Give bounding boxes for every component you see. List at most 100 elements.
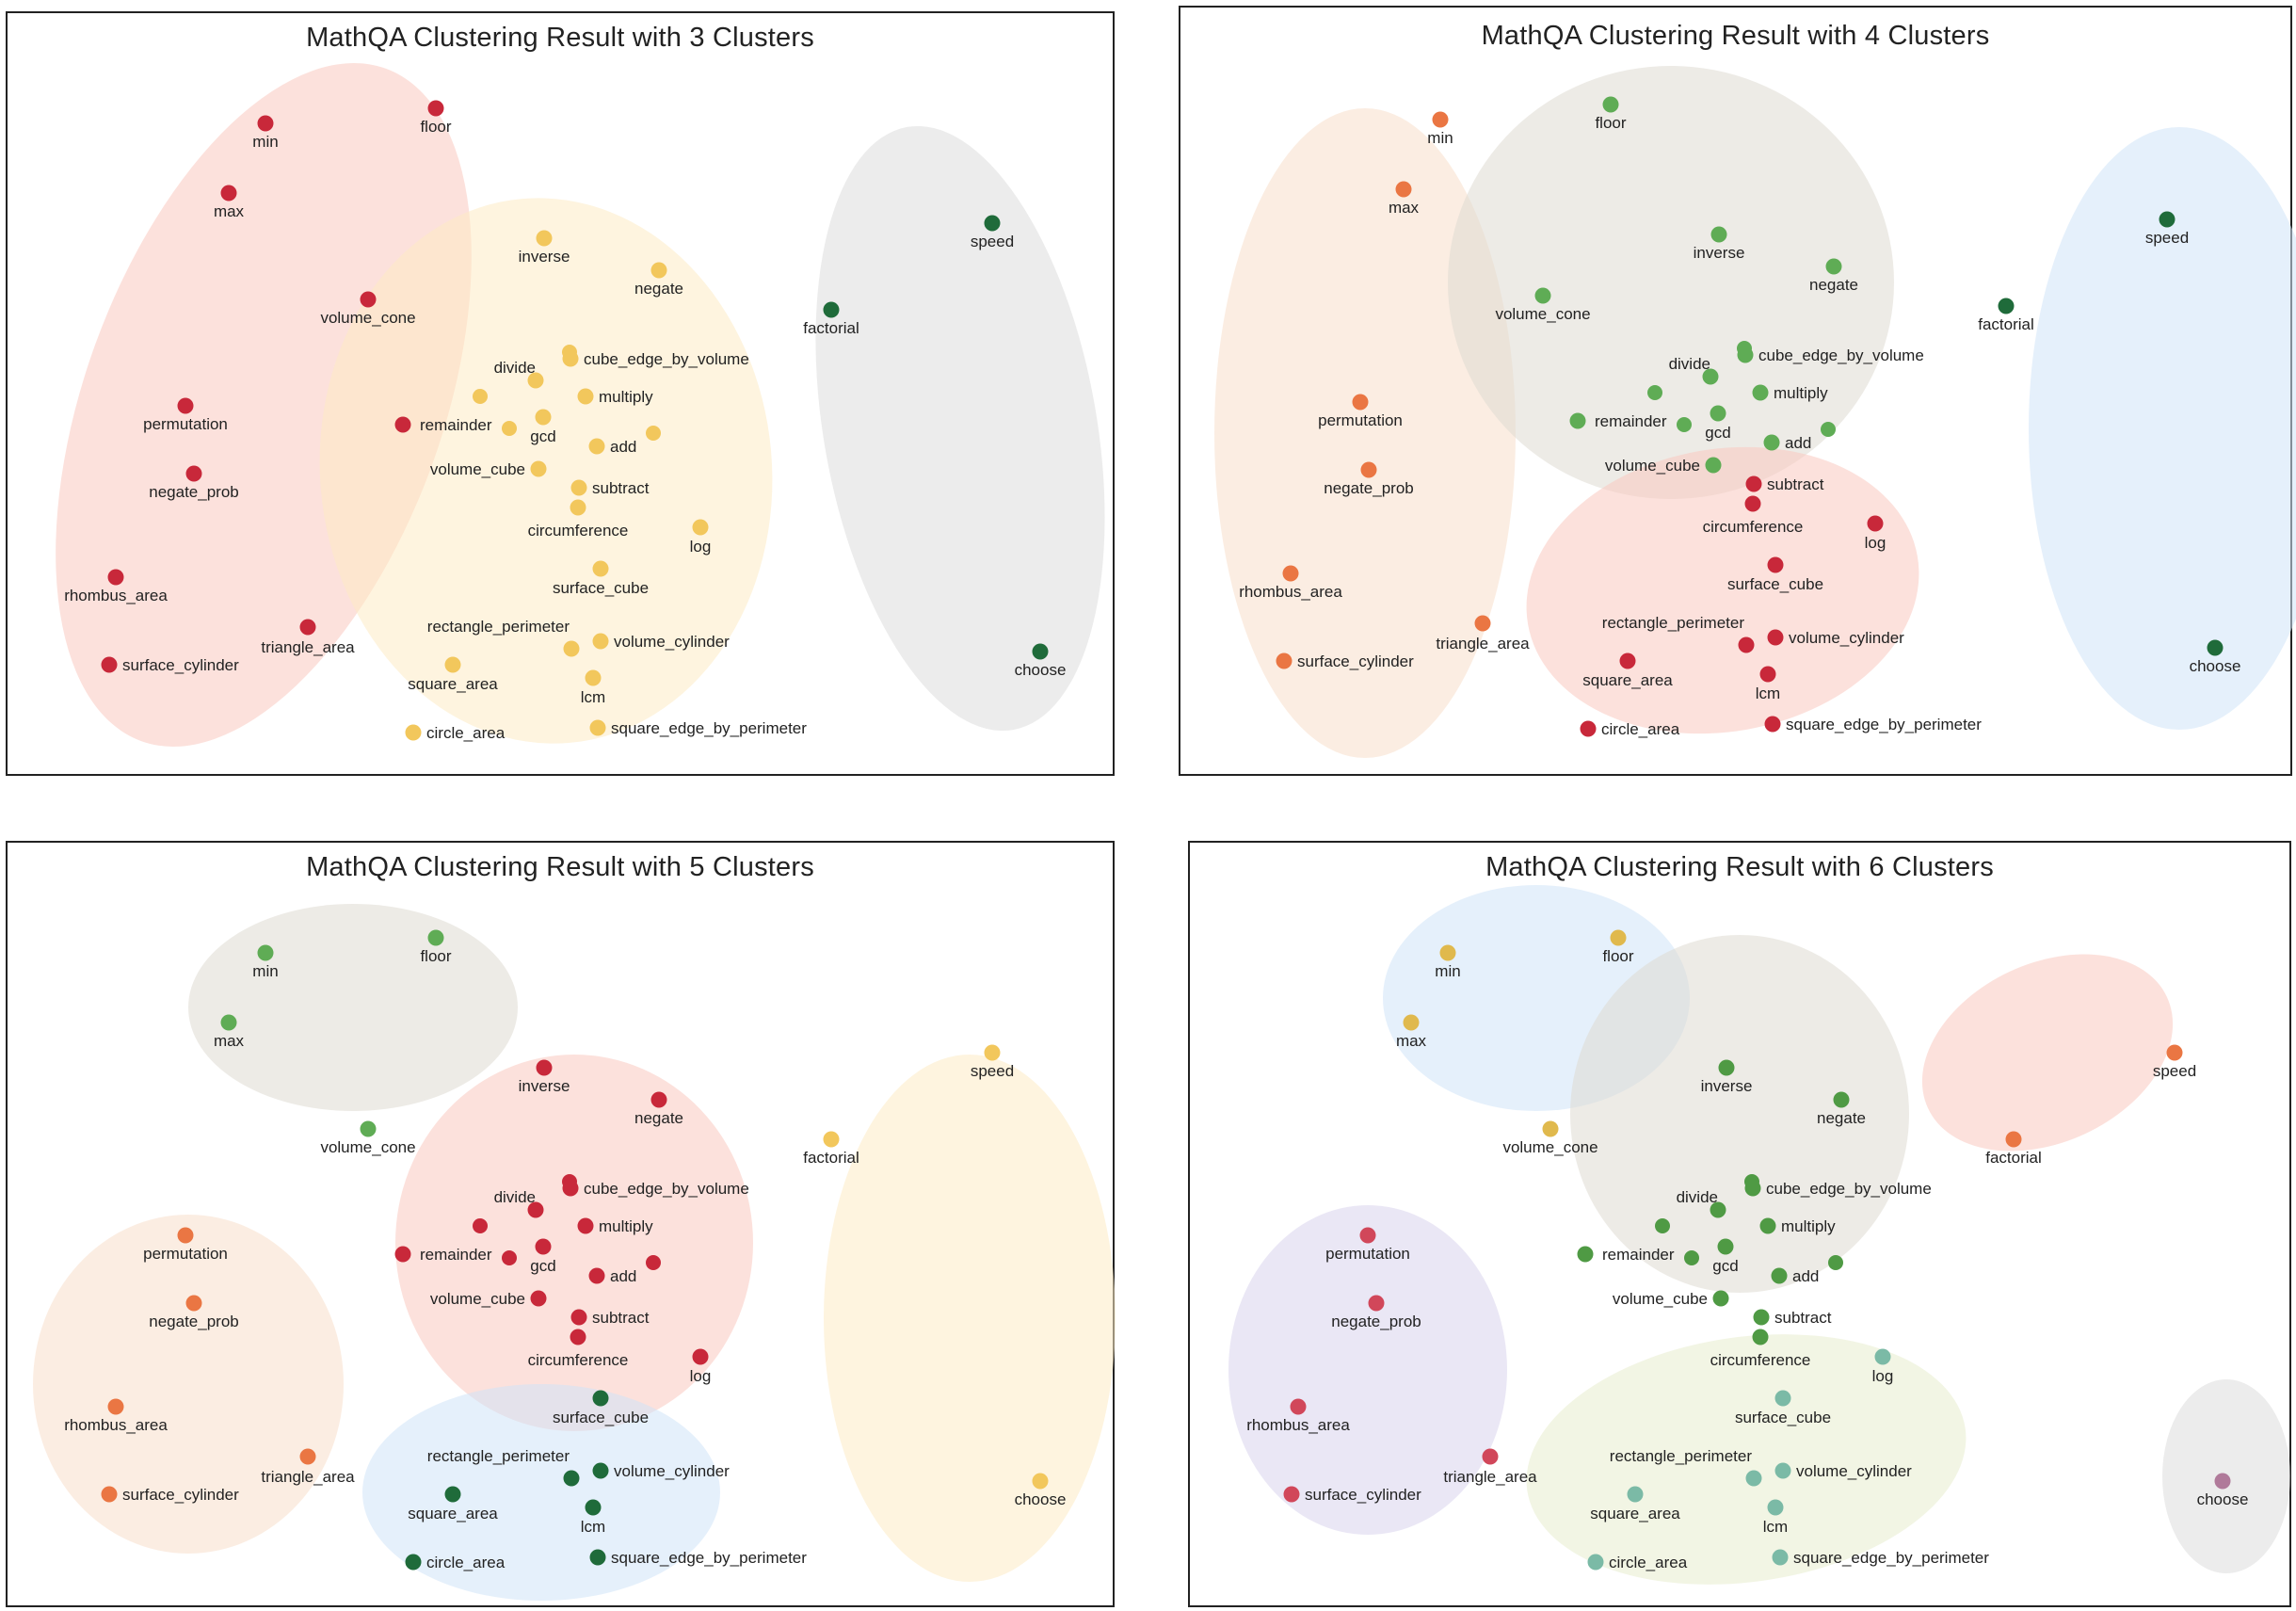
point-label-circumference: circumference bbox=[1710, 1351, 1811, 1369]
point-label-min: min bbox=[252, 133, 278, 151]
point-label-floor: floor bbox=[420, 947, 451, 965]
data-point-circle-area bbox=[405, 1554, 422, 1571]
cluster-region-3 bbox=[1921, 954, 2174, 1152]
data-point-rectangle-perimeter bbox=[563, 1470, 580, 1487]
data-point-max bbox=[220, 185, 237, 201]
data-point-unlabeled bbox=[1821, 422, 1836, 437]
data-point-multiply bbox=[1752, 384, 1769, 401]
point-label-speed: speed bbox=[2145, 229, 2189, 247]
data-point-multiply bbox=[577, 388, 594, 405]
data-point-volume-cylinder bbox=[592, 633, 609, 650]
point-label-log: log bbox=[690, 1367, 712, 1385]
data-point-surface-cylinder bbox=[1283, 1486, 1300, 1503]
data-point-circumference bbox=[1752, 1329, 1769, 1345]
point-label-circle-area: circle_area bbox=[426, 724, 506, 742]
point-label-permutation: permutation bbox=[143, 415, 228, 433]
data-point-surface-cube bbox=[1774, 1390, 1791, 1407]
point-label-volume-cylinder: volume_cylinder bbox=[614, 633, 730, 651]
point-label-surface-cylinder: surface_cylinder bbox=[1297, 652, 1414, 670]
data-point-surface-cylinder bbox=[101, 656, 118, 673]
data-point-circle-area bbox=[405, 724, 422, 741]
cluster-region-1 bbox=[188, 904, 518, 1111]
cluster-region-2 bbox=[1570, 935, 1909, 1293]
point-label-negate: negate bbox=[1809, 276, 1858, 294]
data-point-surface-cylinder bbox=[1276, 652, 1293, 669]
point-label-rectangle-perimeter: rectangle_perimeter bbox=[427, 618, 570, 636]
data-point-rectangle-perimeter bbox=[563, 640, 580, 657]
data-point-unlabeled bbox=[502, 1250, 517, 1265]
data-point-square-edge-by-perimeter bbox=[1764, 716, 1781, 733]
point-label-surface-cube: surface_cube bbox=[553, 579, 649, 597]
data-point-lcm bbox=[585, 669, 602, 686]
data-point-surface-cylinder bbox=[101, 1486, 118, 1503]
point-label-volume-cube: volume_cube bbox=[1613, 1290, 1708, 1308]
data-point-rhombus-area bbox=[107, 569, 124, 586]
point-label-subtract: subtract bbox=[592, 1309, 650, 1327]
data-point-log bbox=[1867, 515, 1884, 532]
point-label-factorial: factorial bbox=[803, 319, 859, 337]
data-point-choose bbox=[1032, 1473, 1049, 1490]
point-label-divide: divide bbox=[494, 1188, 536, 1206]
point-label-circle-area: circle_area bbox=[1609, 1554, 1688, 1571]
data-point-min bbox=[1432, 111, 1449, 128]
point-label-remainder: remainder bbox=[420, 416, 492, 434]
data-point-gcd bbox=[535, 409, 552, 426]
point-label-surface-cube: surface_cube bbox=[1727, 575, 1823, 593]
data-point-unlabeled bbox=[646, 426, 661, 441]
data-point-volume-cube bbox=[1712, 1290, 1729, 1307]
data-point-circumference bbox=[570, 1329, 586, 1345]
data-point-rectangle-perimeter bbox=[1738, 636, 1755, 653]
point-label-negate: negate bbox=[1817, 1109, 1866, 1127]
data-point-unlabeled bbox=[473, 389, 488, 404]
point-label-volume-cone: volume_cone bbox=[320, 309, 415, 327]
cluster-region-5 bbox=[824, 1055, 1116, 1582]
point-label-multiply: multiply bbox=[599, 388, 653, 406]
data-point-inverse bbox=[536, 1059, 553, 1076]
data-point-divide bbox=[527, 372, 544, 389]
point-label-gcd: gcd bbox=[530, 427, 555, 445]
point-label-lcm: lcm bbox=[581, 688, 605, 706]
point-label-factorial: factorial bbox=[1978, 315, 2034, 333]
data-point-gcd bbox=[535, 1238, 552, 1255]
point-label-inverse: inverse bbox=[519, 1077, 570, 1095]
cluster-region-4 bbox=[362, 1384, 720, 1601]
data-point-circle-area bbox=[1580, 720, 1597, 737]
data-point-negate bbox=[1833, 1091, 1850, 1108]
point-label-volume-cylinder: volume_cylinder bbox=[614, 1462, 730, 1480]
point-label-triangle-area: triangle_area bbox=[1443, 1468, 1537, 1486]
data-point-unlabeled bbox=[646, 1255, 661, 1270]
data-point-gcd bbox=[1710, 405, 1726, 422]
point-label-square-area: square_area bbox=[408, 1505, 498, 1522]
data-point-min bbox=[257, 944, 274, 961]
data-point-add bbox=[1771, 1267, 1788, 1284]
point-label-rectangle-perimeter: rectangle_perimeter bbox=[427, 1447, 570, 1465]
scatter-panel-3-clusters: min floor max volume_cone permutation negate_… bbox=[56, 63, 1105, 747]
point-label-floor: floor bbox=[1595, 114, 1626, 132]
point-label-square-area: square_area bbox=[1582, 671, 1673, 689]
point-label-cube-edge-by-volume: cube_edge_by_volume bbox=[584, 350, 749, 368]
point-label-choose: choose bbox=[1015, 1490, 1067, 1508]
cluster-region-3 bbox=[815, 125, 1105, 732]
scatter-panel-6-clusters: min floor max volume_cone inverse negate divid… bbox=[1228, 885, 2290, 1585]
data-point-permutation bbox=[177, 397, 194, 414]
point-label-negate-prob: negate_prob bbox=[1331, 1313, 1421, 1330]
data-point-add bbox=[588, 1267, 605, 1284]
data-point-factorial bbox=[1998, 298, 2015, 314]
point-label-cube-edge-by-volume: cube_edge_by_volume bbox=[1766, 1180, 1932, 1198]
data-point-log bbox=[692, 519, 709, 536]
data-point-divide bbox=[527, 1201, 544, 1218]
data-point-choose bbox=[1032, 643, 1049, 660]
data-point-volume-cone bbox=[1542, 1120, 1559, 1137]
point-label-volume-cone: volume_cone bbox=[1502, 1138, 1598, 1156]
data-point-floor bbox=[1602, 96, 1619, 113]
data-point-choose bbox=[2207, 639, 2224, 656]
point-label-rhombus-area: rhombus_area bbox=[64, 1416, 168, 1434]
data-point-choose bbox=[2214, 1473, 2231, 1490]
point-label-divide: divide bbox=[1677, 1188, 1718, 1206]
data-point-subtract bbox=[570, 479, 587, 496]
chart-title: MathQA Clustering Result with 5 Clusters bbox=[306, 852, 814, 882]
data-point-rhombus-area bbox=[1282, 565, 1299, 582]
point-label-speed: speed bbox=[971, 233, 1014, 250]
point-label-triangle-area: triangle_area bbox=[261, 1468, 355, 1486]
point-label-multiply: multiply bbox=[599, 1217, 653, 1235]
